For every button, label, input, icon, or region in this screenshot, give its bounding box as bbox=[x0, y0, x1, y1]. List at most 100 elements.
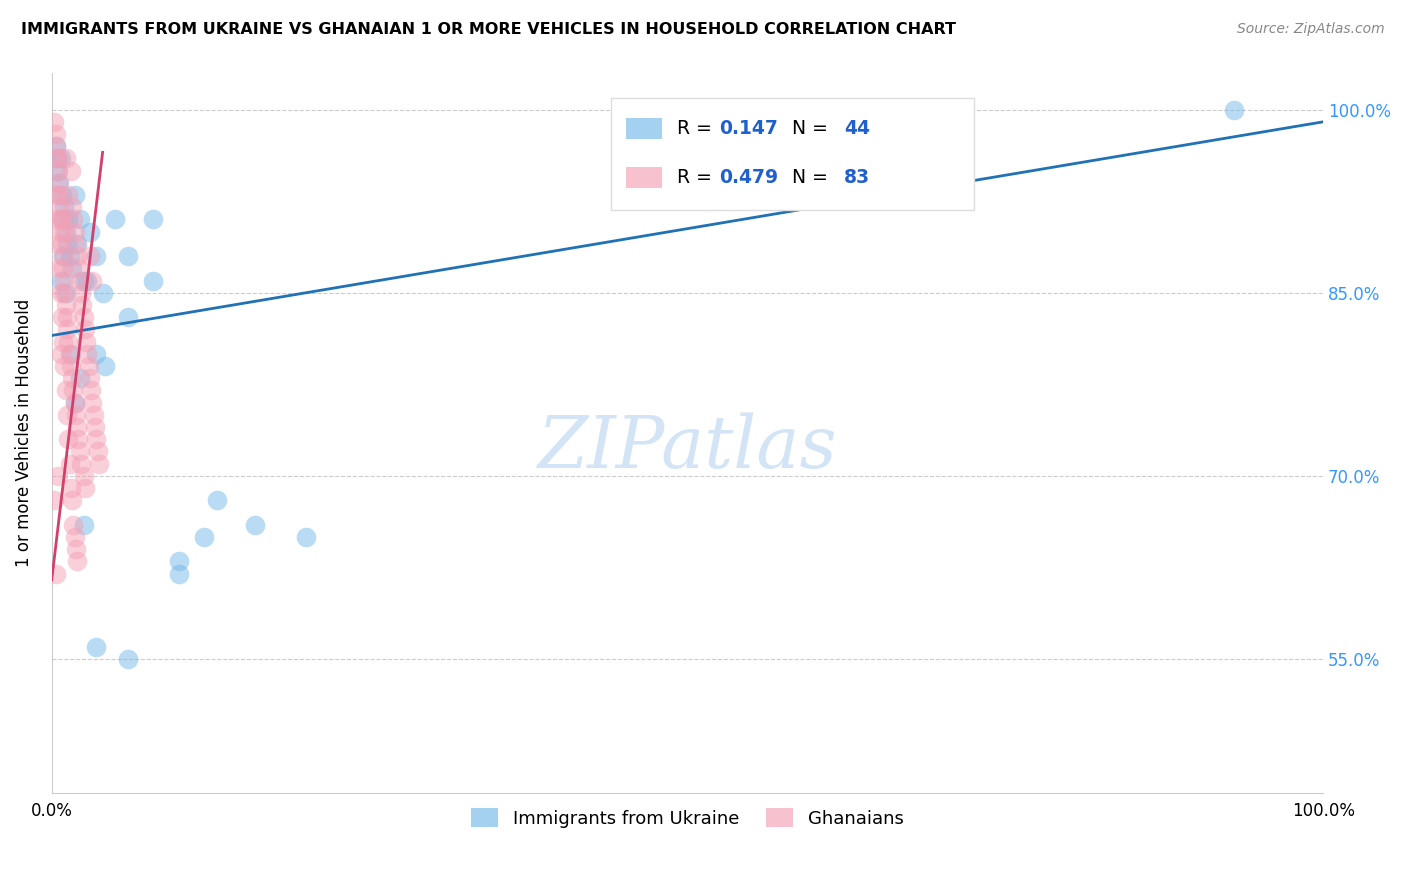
Point bbox=[60, 200, 83, 214]
Point bbox=[55, 225, 77, 239]
Point bbox=[72, 517, 94, 532]
Point bbox=[58, 432, 80, 446]
Point bbox=[66, 236, 89, 251]
Point bbox=[79, 249, 101, 263]
Point bbox=[49, 225, 72, 239]
Point bbox=[49, 274, 72, 288]
Point bbox=[53, 285, 76, 300]
Point bbox=[59, 359, 82, 373]
Point bbox=[45, 163, 67, 178]
Point bbox=[70, 457, 93, 471]
Point bbox=[53, 359, 76, 373]
FancyBboxPatch shape bbox=[627, 119, 662, 138]
Point bbox=[46, 152, 69, 166]
Point bbox=[55, 285, 77, 300]
Point bbox=[84, 420, 107, 434]
Point bbox=[48, 200, 70, 214]
Point bbox=[117, 652, 139, 666]
Point bbox=[84, 249, 107, 263]
Point bbox=[72, 274, 94, 288]
Point bbox=[63, 225, 86, 239]
FancyBboxPatch shape bbox=[627, 168, 662, 187]
Point bbox=[69, 371, 91, 385]
Y-axis label: 1 or more Vehicles in Household: 1 or more Vehicles in Household bbox=[15, 299, 32, 567]
Point bbox=[82, 274, 104, 288]
Point bbox=[67, 432, 90, 446]
Point bbox=[56, 408, 79, 422]
Point bbox=[66, 420, 89, 434]
Point bbox=[243, 517, 266, 532]
Point bbox=[63, 188, 86, 202]
Point bbox=[46, 163, 69, 178]
Point bbox=[60, 493, 83, 508]
Point bbox=[167, 566, 190, 581]
Point bbox=[51, 310, 73, 325]
Point bbox=[295, 530, 318, 544]
Point bbox=[69, 274, 91, 288]
Point bbox=[59, 163, 82, 178]
Point bbox=[72, 310, 94, 325]
Point bbox=[44, 115, 66, 129]
Point bbox=[58, 188, 80, 202]
Text: ZIPatlas: ZIPatlas bbox=[537, 412, 837, 483]
Text: R =: R = bbox=[678, 168, 724, 187]
Text: IMMIGRANTS FROM UKRAINE VS GHANAIAN 1 OR MORE VEHICLES IN HOUSEHOLD CORRELATION : IMMIGRANTS FROM UKRAINE VS GHANAIAN 1 OR… bbox=[21, 22, 956, 37]
Point bbox=[80, 384, 103, 398]
Point bbox=[76, 274, 98, 288]
Point bbox=[79, 371, 101, 385]
Point bbox=[84, 347, 107, 361]
Text: 83: 83 bbox=[844, 168, 870, 187]
Point bbox=[58, 249, 80, 263]
Point bbox=[51, 212, 73, 227]
Point bbox=[94, 359, 117, 373]
Point bbox=[66, 249, 89, 263]
Point bbox=[56, 310, 79, 325]
Point bbox=[46, 469, 69, 483]
Point bbox=[53, 274, 76, 288]
FancyBboxPatch shape bbox=[612, 98, 973, 210]
Point bbox=[59, 347, 82, 361]
Point bbox=[83, 408, 105, 422]
Point bbox=[86, 444, 108, 458]
Point bbox=[51, 188, 73, 202]
Point bbox=[53, 200, 76, 214]
Point bbox=[52, 249, 75, 263]
Point bbox=[65, 236, 87, 251]
Point bbox=[55, 384, 77, 398]
Point bbox=[79, 225, 101, 239]
Point bbox=[45, 152, 67, 166]
Point bbox=[46, 236, 69, 251]
Point bbox=[82, 395, 104, 409]
Point bbox=[51, 236, 73, 251]
Point bbox=[49, 285, 72, 300]
Point bbox=[56, 322, 79, 336]
Point bbox=[55, 298, 77, 312]
Point bbox=[48, 188, 70, 202]
Point bbox=[73, 322, 96, 336]
Point bbox=[58, 347, 80, 361]
Point bbox=[45, 212, 67, 227]
Point bbox=[48, 261, 70, 276]
Point bbox=[167, 554, 190, 568]
Text: 44: 44 bbox=[844, 119, 870, 138]
Point bbox=[63, 530, 86, 544]
Point bbox=[63, 395, 86, 409]
Legend: Immigrants from Ukraine, Ghanaians: Immigrants from Ukraine, Ghanaians bbox=[464, 801, 911, 835]
Point bbox=[44, 493, 66, 508]
Point bbox=[60, 371, 83, 385]
Point bbox=[117, 310, 139, 325]
Point bbox=[76, 347, 98, 361]
Point bbox=[56, 236, 79, 251]
Text: 0.479: 0.479 bbox=[720, 168, 779, 187]
Point bbox=[58, 457, 80, 471]
Point bbox=[77, 359, 100, 373]
Point bbox=[63, 395, 86, 409]
Point bbox=[62, 384, 84, 398]
Point bbox=[75, 334, 97, 349]
Text: 0.147: 0.147 bbox=[720, 119, 778, 138]
Text: N =: N = bbox=[780, 168, 834, 187]
Point bbox=[45, 566, 67, 581]
Point bbox=[87, 457, 110, 471]
Point bbox=[69, 444, 91, 458]
Point bbox=[55, 152, 77, 166]
